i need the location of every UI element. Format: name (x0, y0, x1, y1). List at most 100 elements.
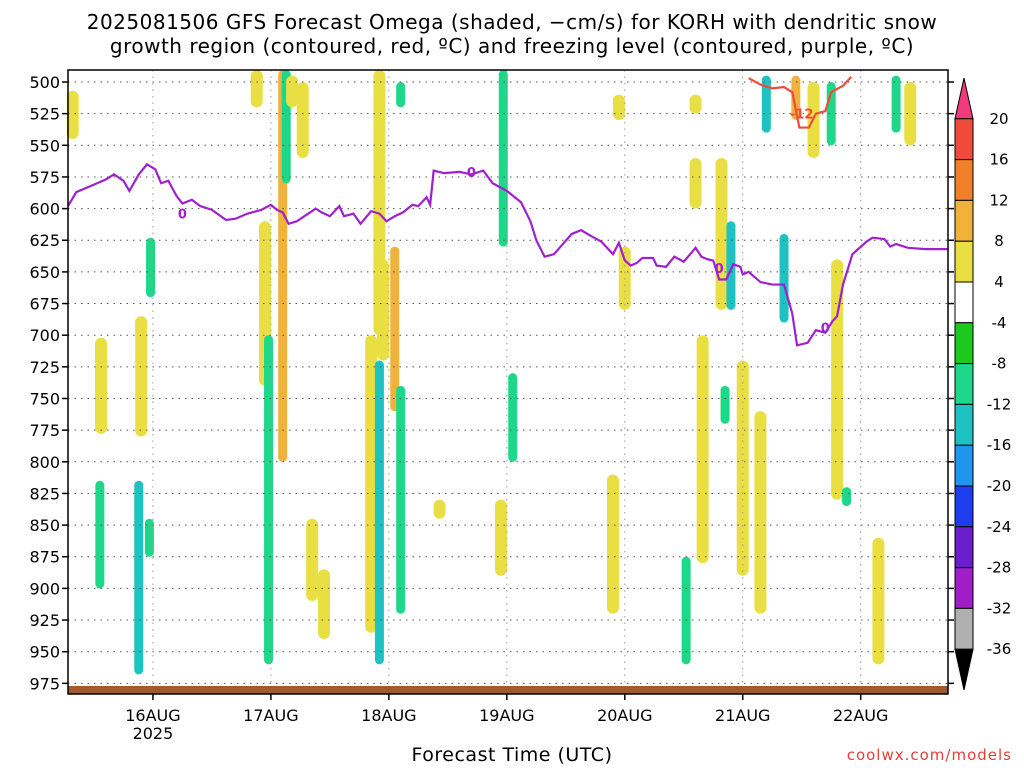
y-tick-label-650: 650 (29, 263, 60, 282)
x-year-label: 2025 (133, 724, 174, 743)
dendritic-region-label: -12 (790, 108, 814, 123)
omega-shade-5 (144, 518, 154, 557)
chart-title-line1: 2025081506 GFS Forecast Omega (shaded, −… (86, 10, 938, 34)
freezing-level-label-3: 0 (821, 322, 830, 337)
omega-shade-32 (681, 556, 691, 665)
y-tick-label-725: 725 (29, 358, 60, 377)
credit-link[interactable]: coolwx.com/models (846, 746, 1012, 764)
omega-shade-3 (135, 316, 148, 437)
colorbar-label-1: 16 (989, 151, 1008, 169)
x-tick-label-20AUG: 20AUG (597, 706, 652, 725)
colorbar-swatch-0 (954, 77, 974, 120)
colorbar-label-0: 20 (989, 110, 1008, 128)
omega-shade-18 (374, 360, 384, 665)
colorbar-swatch-7 (954, 363, 974, 405)
omega-shade-19 (390, 246, 400, 412)
colorbar-swatch-2 (954, 159, 974, 201)
omega-shade-9 (264, 335, 274, 665)
plot-area (68, 70, 948, 694)
y-tick-label-925: 925 (29, 611, 60, 630)
colorbar-swatch-4 (954, 240, 974, 283)
omega-shade-14 (306, 518, 319, 602)
colorbar-label-6: -8 (992, 355, 1007, 373)
y-tick-label-775: 775 (29, 421, 60, 440)
colorbar-label-8: -16 (987, 436, 1012, 454)
omega-shade-45 (842, 487, 852, 507)
omega-shade-23 (433, 499, 446, 519)
omega-shade-6 (146, 237, 156, 298)
omega-shade-31 (689, 157, 702, 209)
omega-shade-39 (779, 233, 789, 323)
omega-shade-2 (95, 480, 105, 589)
y-tick-label-850: 850 (29, 516, 60, 535)
y-tick-label-875: 875 (29, 548, 60, 567)
omega-shade-24 (498, 70, 508, 247)
omega-shade-48 (904, 82, 917, 146)
x-tick-label-18AUG: 18AUG (361, 706, 416, 725)
colorbar-label-10: -24 (987, 518, 1012, 536)
colorbar-swatch-6 (954, 322, 974, 365)
y-tick-label-625: 625 (29, 231, 60, 250)
omega-shade-36 (720, 385, 730, 424)
omega-shade-7 (250, 70, 263, 108)
colorbar-swatch-14 (954, 648, 974, 691)
y-tick-label-700: 700 (29, 326, 60, 345)
colorbar-label-13: -36 (987, 640, 1012, 658)
omega-shade-34 (715, 157, 728, 310)
y-tick-label-900: 900 (29, 579, 60, 598)
colorbar-swatch-3 (954, 199, 974, 242)
y-tick-label-575: 575 (29, 168, 60, 187)
x-tick-label-22AUG: 22AUG (833, 706, 888, 725)
x-tick-label-21AUG: 21AUG (715, 706, 770, 725)
x-tick-label-16AUG: 16AUG (125, 706, 180, 725)
colorbar-swatch-1 (954, 118, 974, 161)
colorbar-label-5: -4 (992, 314, 1007, 332)
colorbar-swatch-9 (954, 444, 974, 487)
omega-shade-21 (373, 70, 386, 336)
omega-shade-46 (872, 537, 885, 665)
omega-shade-27 (612, 94, 625, 120)
colorbar-swatch-5 (954, 281, 974, 324)
y-tick-label-500: 500 (29, 73, 60, 92)
y-tick-label-975: 975 (29, 674, 60, 693)
colorbar-swatch-12 (954, 567, 974, 609)
colorbar-swatch-10 (954, 485, 974, 528)
omega-shade-30 (689, 94, 702, 114)
omega-shade-1 (95, 337, 108, 434)
omega-shade-20 (396, 385, 406, 614)
colorbar-label-2: 12 (989, 191, 1008, 209)
y-tick-label-800: 800 (29, 453, 60, 472)
colorbar-swatch-8 (954, 403, 974, 446)
omega-shade-25 (508, 373, 518, 462)
omega-shade-35 (726, 221, 736, 310)
omega-shade-0 (66, 90, 79, 139)
omega-shade-40 (761, 75, 771, 133)
x-tick-label-17AUG: 17AUG (243, 706, 298, 725)
omega-shade-33 (696, 335, 709, 564)
freezing-level-label-0: 0 (178, 208, 187, 223)
omega-shade-29 (606, 474, 619, 614)
dendritic-region-line (748, 76, 853, 129)
omega-shade-38 (754, 411, 767, 614)
colorbar-label-9: -20 (987, 477, 1012, 495)
omega-shade-37 (736, 360, 749, 576)
omega-shade-47 (891, 75, 901, 133)
omega-shade-13 (296, 82, 309, 158)
omega-shade-41 (791, 75, 801, 120)
y-tick-label-750: 750 (29, 389, 60, 408)
colorbar-label-7: -12 (987, 395, 1012, 413)
y-tick-label-525: 525 (29, 105, 60, 124)
y-tick-label-550: 550 (29, 136, 60, 155)
plot-frame (67, 69, 949, 695)
x-tick-label-19AUG: 19AUG (479, 706, 534, 725)
omega-shade-4 (134, 480, 144, 675)
omega-shade-26 (494, 499, 507, 576)
colorbar-label-11: -28 (987, 559, 1012, 577)
freezing-level-label-2: 0 (715, 262, 724, 277)
x-axis-label: Forecast Time (UTC) (411, 744, 613, 766)
omega-shade-15 (317, 569, 330, 640)
y-tick-label-675: 675 (29, 295, 60, 314)
freezing-level-label-1: 0 (467, 166, 476, 181)
omega-shade-16 (365, 335, 378, 633)
